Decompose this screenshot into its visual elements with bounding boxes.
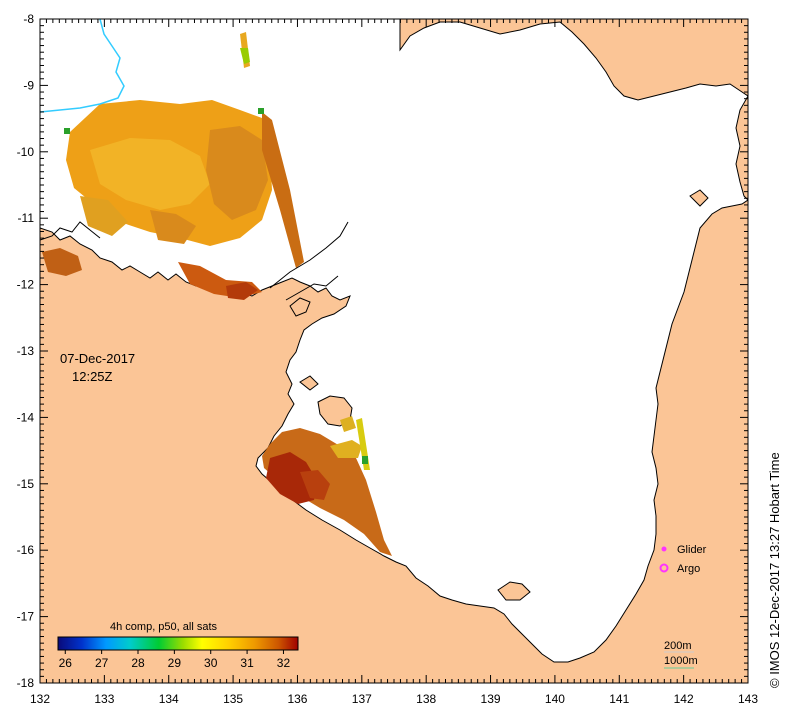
colorbar-tick-label: 27: [95, 656, 109, 670]
island-small-1: [299, 375, 319, 391]
colorbar-gradient: [57, 636, 299, 651]
lat-tick-label: -15: [17, 477, 35, 491]
island-wellesley: [497, 581, 531, 601]
lon-tick-label: 140: [545, 692, 565, 706]
lon-tick-label: 135: [223, 692, 243, 706]
timestamp-date: 07-Dec-2017: [60, 351, 135, 366]
river-line: [40, 19, 125, 113]
argo-marker-icon: [659, 563, 669, 573]
colorbar: 4h comp, p50, all sats 26 27 28 29 30 31 32: [57, 621, 299, 670]
island-small-2: [689, 189, 709, 207]
glider-marker-icon: [661, 546, 667, 552]
isobath-1000m-label: 1000m: [664, 655, 698, 667]
lat-tick-label: -8: [23, 12, 34, 26]
land-north-coast: [399, 19, 748, 101]
colorbar-tick-label: 29: [168, 656, 182, 670]
timestamp-time: 12:25Z: [72, 369, 113, 384]
colorbar-tick-label: 26: [59, 656, 73, 670]
colorbar-labels: 26 27 28 29 30 31 32: [59, 650, 291, 670]
lat-tick-label: -9: [23, 78, 34, 92]
colorbar-title: 4h comp, p50, all sats: [110, 621, 218, 633]
lon-tick-label: 137: [352, 692, 372, 706]
legend: Glider Argo: [659, 544, 707, 575]
lon-tick-label: 136: [287, 692, 307, 706]
legend-glider-label: Glider: [677, 544, 707, 556]
isobath-legend: 200m 1000m: [664, 640, 698, 669]
lon-tick-label: 138: [416, 692, 436, 706]
isobath-200m-label: 200m: [664, 640, 692, 652]
longitude-axis: 132 133 134 135 136 137 138 139 140 141 142 143: [30, 19, 758, 706]
legend-argo-label: Argo: [677, 563, 700, 575]
colorbar-tick-label: 31: [240, 656, 254, 670]
lat-tick-label: -16: [17, 543, 35, 557]
lon-tick-label: 133: [94, 692, 114, 706]
lon-tick-label: 143: [738, 692, 758, 706]
lon-tick-label: 132: [30, 692, 50, 706]
colorbar-tick-label: 30: [204, 656, 218, 670]
island-wessel: [289, 297, 311, 317]
sst-data-layer: [42, 32, 392, 556]
lat-tick-label: -12: [17, 278, 35, 292]
lat-tick-label: -17: [17, 610, 35, 624]
colorbar-tick-label: 32: [277, 656, 291, 670]
coastline-detail: [40, 221, 349, 301]
lat-tick-label: -13: [17, 344, 35, 358]
lon-tick-label: 142: [674, 692, 694, 706]
lon-tick-label: 141: [609, 692, 629, 706]
lat-tick-label: -18: [17, 676, 35, 690]
lat-tick-label: -14: [17, 410, 35, 424]
credit-text: © IMOS 12-Dec-2017 13:27 Hobart Time: [767, 452, 782, 688]
lon-tick-label: 134: [159, 692, 179, 706]
lon-tick-label: 139: [481, 692, 501, 706]
lat-tick-label: -10: [17, 145, 35, 159]
lat-tick-label: -11: [18, 211, 35, 225]
latitude-axis: -8 -9 -10 -11 -12 -13 -14 -15 -16 -17 -18: [17, 12, 748, 690]
colorbar-tick-label: 28: [131, 656, 145, 670]
